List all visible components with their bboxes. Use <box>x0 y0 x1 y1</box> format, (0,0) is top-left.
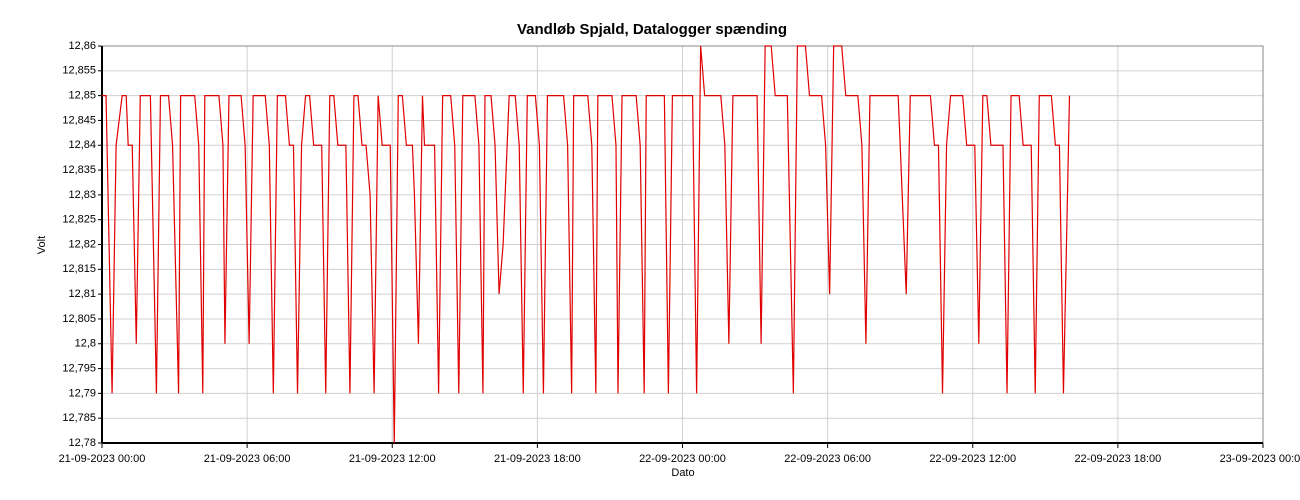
x-tick-label: 21-09-2023 12:00 <box>349 453 436 465</box>
x-tick-label: 22-09-2023 12:00 <box>929 453 1016 465</box>
data-line <box>102 45 1071 444</box>
y-tick-label: 12,83 <box>68 189 96 201</box>
x-tick-label: 22-09-2023 18:00 <box>1074 453 1161 465</box>
y-tick-label: 12,84 <box>68 139 96 151</box>
x-tick-label: 21-09-2023 06:00 <box>204 453 291 465</box>
x-tick-label: 21-09-2023 18:00 <box>494 453 581 465</box>
chart-title: Vandløb Spjald, Datalogger spænding <box>517 21 787 38</box>
y-tick-label: 12,79 <box>68 387 96 399</box>
y-tick-label: 12,81 <box>68 288 96 300</box>
y-tick-label: 12,825 <box>62 214 96 226</box>
x-axis-label: Dato <box>671 467 694 479</box>
y-tick-label: 12,8 <box>75 338 96 350</box>
y-tick-label: 12,845 <box>62 114 96 126</box>
y-tick-label: 12,78 <box>68 437 96 449</box>
y-tick-label: 12,805 <box>62 313 96 325</box>
y-tick-label: 12,85 <box>68 90 96 102</box>
y-tick-label: 12,855 <box>62 65 96 77</box>
y-tick-label: 12,86 <box>68 40 96 52</box>
y-tick-label: 12,785 <box>62 412 96 424</box>
y-tick-label: 12,82 <box>68 238 96 250</box>
x-tick-label: 23-09-2023 00:00 <box>1220 453 1300 465</box>
x-tick-label: 21-09-2023 00:00 <box>59 453 146 465</box>
x-tick-label: 22-09-2023 00:00 <box>639 453 726 465</box>
y-tick-label: 12,795 <box>62 362 96 374</box>
x-tick-label: 22-09-2023 06:00 <box>784 453 871 465</box>
y-axis-label: Volt <box>36 236 48 254</box>
y-tick-label: 12,835 <box>62 164 96 176</box>
y-tick-label: 12,815 <box>62 263 96 275</box>
